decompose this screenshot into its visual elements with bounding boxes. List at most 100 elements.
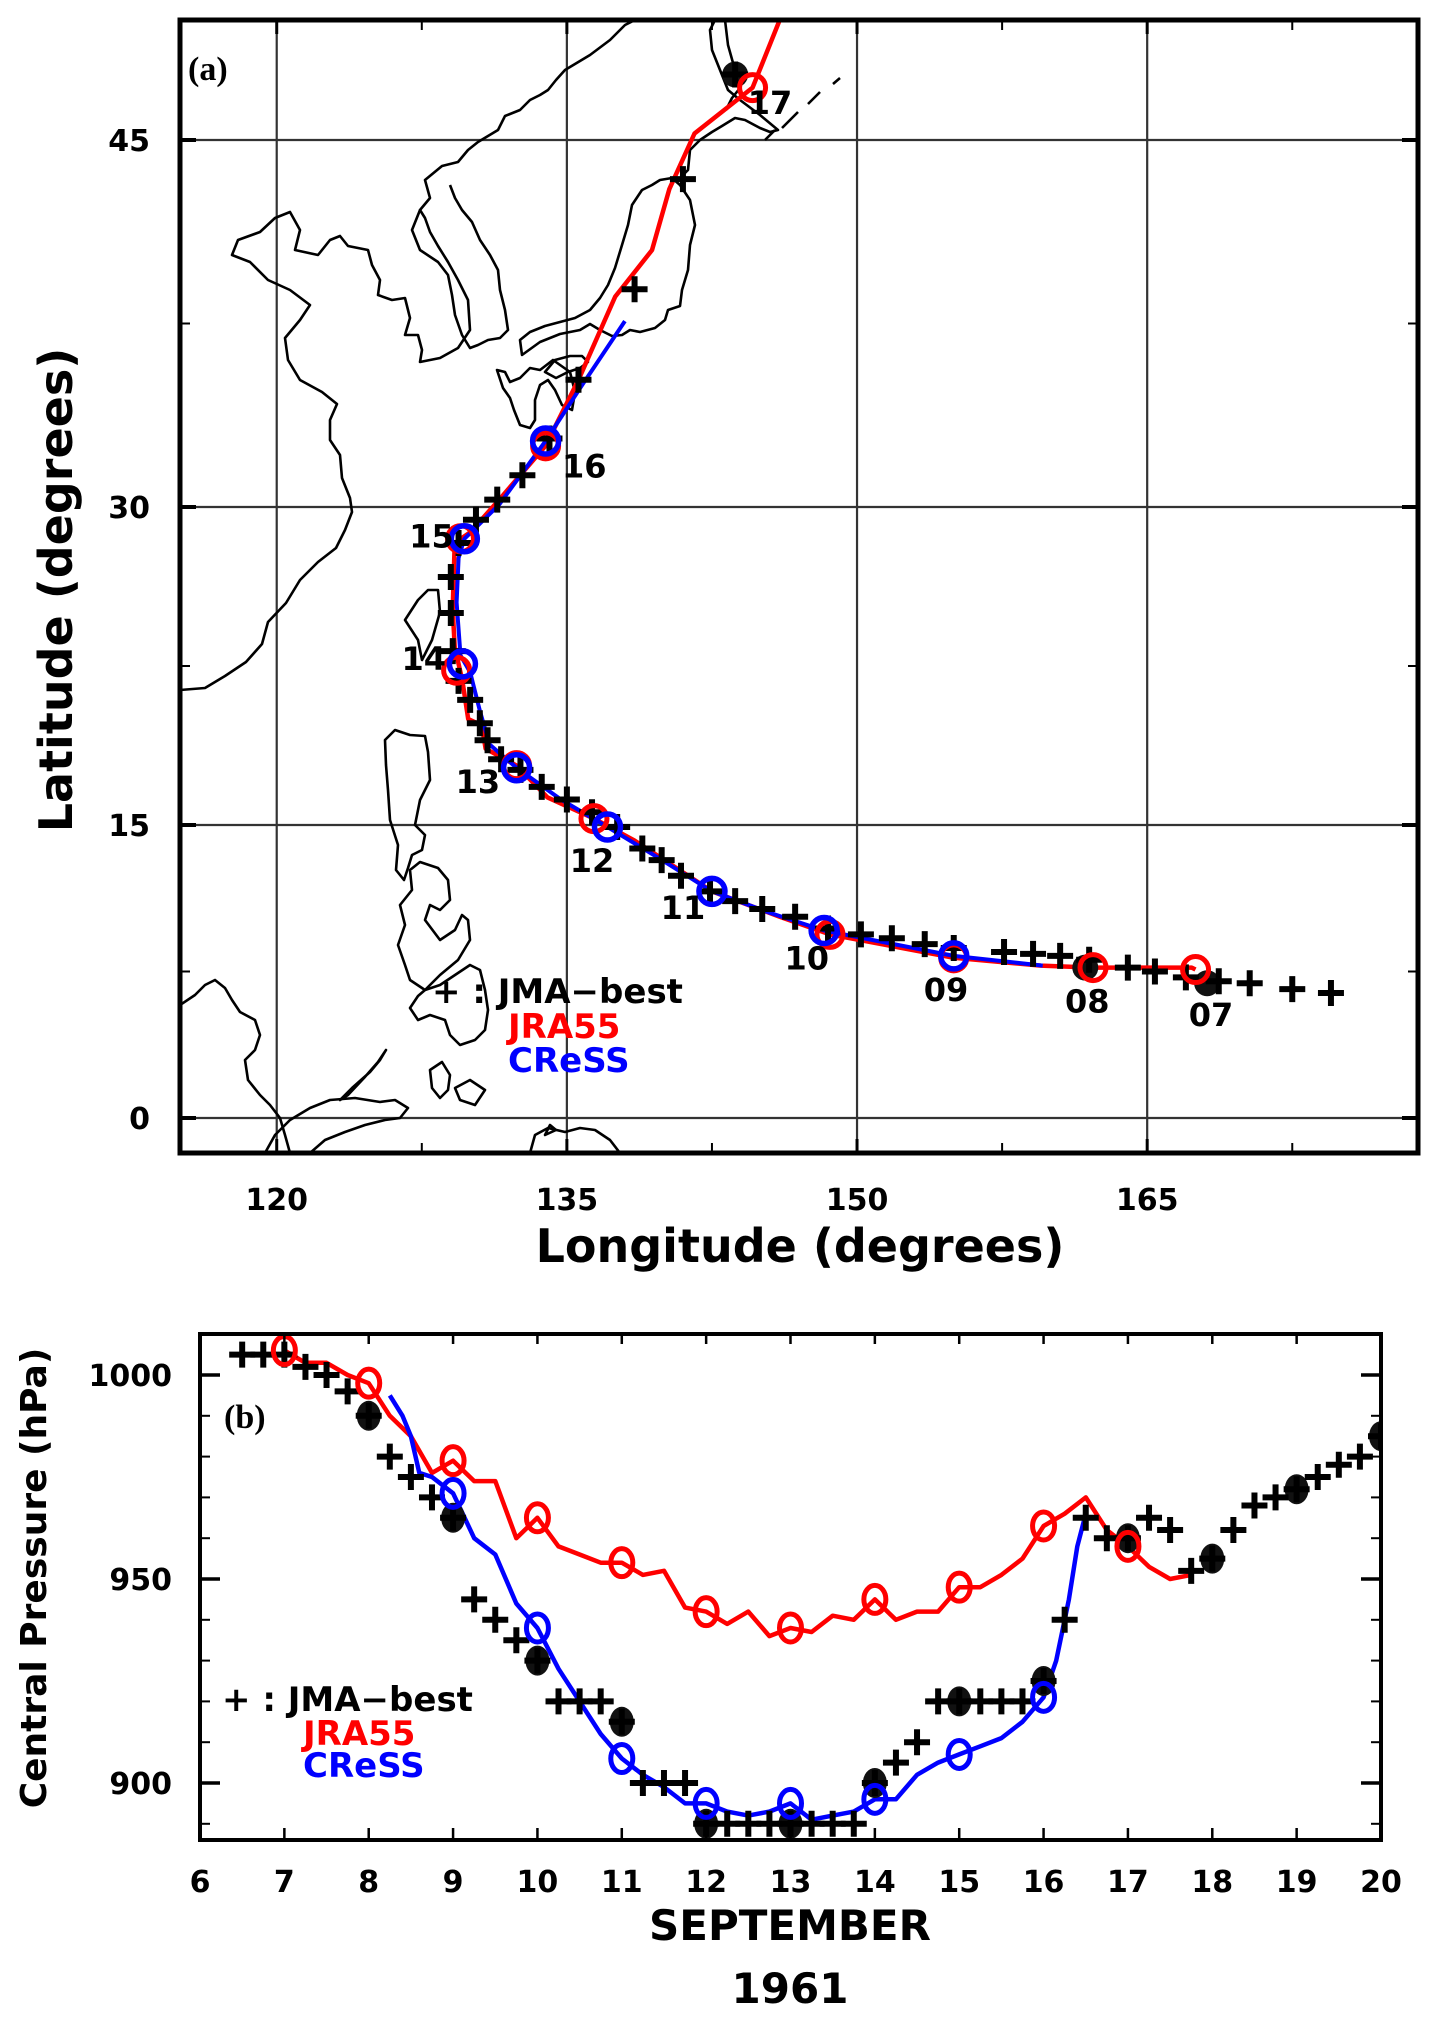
x-axis-title-year: 1961 — [732, 1964, 849, 2013]
panel-b-legend: + : JMA−best JRA55 CReSS — [222, 1680, 473, 1786]
lat-lon-grid — [180, 20, 1418, 1153]
pressure-jma-marker — [461, 1586, 488, 1613]
pressure-jma-marker — [376, 1443, 403, 1470]
pressure-jma-marker — [904, 1729, 931, 1756]
pressure-jma-marker — [1199, 1545, 1226, 1572]
pressure-jma-marker — [1136, 1504, 1163, 1531]
panel-a-legend: + : JMA−best JRA55 CReSS — [432, 972, 683, 1081]
coastline-newguinea — [528, 1126, 622, 1153]
x-tick-label-day: 13 — [770, 1865, 812, 1900]
track-day-label: 08 — [1065, 983, 1110, 1021]
track-jma-marker — [457, 686, 484, 713]
x-tick-label-day: 20 — [1360, 1865, 1402, 1900]
x-tick-label: 165 — [1116, 1183, 1179, 1218]
coastline-japan — [495, 358, 577, 430]
track-jma-marker — [629, 835, 656, 862]
pressure-jma-marker — [1220, 1517, 1247, 1544]
panel-a-tag: (a) — [188, 51, 228, 88]
pressure-jma-marker — [1178, 1557, 1205, 1584]
y-tick-label-pressure: 1000 — [89, 1359, 173, 1394]
track-cress-marker — [500, 752, 533, 784]
pressure-jma-marker — [313, 1362, 340, 1388]
track-jra55-marker — [1077, 952, 1109, 984]
track-cress-marker — [448, 523, 481, 555]
track-cress-marker — [938, 940, 970, 972]
legend-b-jma: + : JMA−best — [222, 1680, 473, 1720]
track-day-label: 11 — [661, 889, 706, 927]
pressure-jma-marker — [1241, 1492, 1268, 1519]
track-cress-marker — [591, 811, 624, 843]
track-jma-marker — [1236, 970, 1263, 997]
pressure-jma-marker — [1262, 1484, 1289, 1511]
x-tick-label-day: 9 — [443, 1865, 464, 1900]
pressure-jma-marker — [672, 1770, 699, 1796]
x-tick-label-day: 6 — [190, 1865, 211, 1900]
pressure-jra55-marker — [1114, 1529, 1142, 1563]
pressure-cress-marker — [523, 1611, 551, 1645]
track-day-label: 15 — [409, 517, 454, 555]
track-jma-marker — [621, 276, 648, 303]
pressure-jma-marker — [292, 1353, 319, 1380]
pressure-line-cress — [387, 1394, 1088, 1822]
panel-b-tag: (b) — [224, 1399, 266, 1436]
pressure-cress-marker — [1030, 1680, 1058, 1714]
x-tick-label: 135 — [536, 1183, 599, 1218]
track-jma-marker — [528, 773, 555, 800]
coastline-kurils — [764, 77, 841, 141]
y-tick-label: 30 — [108, 491, 150, 526]
pressure-jma-marker — [608, 1708, 635, 1735]
legend-b-jra55: JRA55 — [301, 1714, 415, 1754]
track-jma-marker — [1020, 940, 1047, 967]
track-day-label: 12 — [570, 842, 615, 880]
track-jma-marker — [1114, 954, 1141, 981]
pressure-jra55-marker — [861, 1582, 889, 1616]
pressure-jra55-marker — [608, 1546, 636, 1580]
track-day-label: 17 — [748, 84, 793, 122]
coastline-halmahera — [428, 1060, 487, 1107]
pressure-cress-marker — [945, 1737, 973, 1771]
track-jma-marker — [474, 727, 501, 754]
pressure-jma-marker — [397, 1464, 424, 1490]
pressure-jra55-marker — [692, 1595, 720, 1629]
x-axis-title-month: SEPTEMBER — [649, 1901, 931, 1950]
track-jma-marker — [782, 903, 809, 930]
track-day-label: 07 — [1189, 996, 1234, 1034]
y-tick-label: 45 — [108, 124, 150, 159]
pressure-jma-marker — [524, 1647, 551, 1674]
panel-a-frame — [177, 17, 1421, 1156]
legend-a-cress: CReSS — [508, 1041, 630, 1081]
track-jma-marker — [1205, 968, 1232, 995]
track-cress-marker — [696, 875, 728, 908]
y-tick-label: 15 — [108, 809, 150, 844]
track-jra55-marker — [441, 654, 473, 686]
track-cress-marker — [446, 648, 479, 680]
track-jma-marker — [1279, 976, 1306, 1003]
coastline-borneo — [180, 978, 292, 1153]
pressure-jma-marker — [482, 1606, 509, 1633]
pressure-jma-marker — [503, 1627, 530, 1654]
x-tick-label-day: 17 — [1107, 1865, 1149, 1900]
x-tick-label: 120 — [245, 1183, 308, 1218]
track-jra55-marker — [737, 72, 769, 104]
x-tick-label-day: 18 — [1191, 1865, 1233, 1900]
panel-b-pressure-chart: 6 7 8 9 10 11 12 13 14 15 16 17 18 19 20 900 950 1000 (b)… — [14, 1332, 1402, 2013]
x-tick-label-day: 10 — [517, 1865, 559, 1900]
track-line-cress — [454, 319, 1043, 968]
pressure-jma-marker — [840, 1810, 867, 1837]
track-day-label: 09 — [924, 971, 969, 1009]
track-jma-marker — [1141, 958, 1168, 985]
x-tick-label-day: 11 — [601, 1865, 643, 1900]
pressure-jra55-marker — [945, 1570, 973, 1604]
track-jma-marker — [1317, 979, 1344, 1006]
pressure-jma-marker — [1346, 1443, 1373, 1470]
pressure-jma-marker — [1283, 1476, 1310, 1503]
legend-a-jma: + : JMA−best — [432, 972, 683, 1012]
track-jma-marker — [722, 888, 749, 915]
track-jma-marker — [911, 931, 938, 958]
pressure-jma-marker — [1072, 1504, 1099, 1531]
x-tick-label-day: 15 — [938, 1865, 980, 1900]
y-axis-title-pressure: Central Pressure (hPa) — [14, 1348, 55, 1809]
panel-b-ticks: 6 7 8 9 10 11 12 13 14 15 16 17 18 19 20 900 950 1000 — [89, 1333, 1402, 1900]
track-jma-marker — [648, 847, 675, 874]
track-day-label: 14 — [401, 640, 446, 678]
